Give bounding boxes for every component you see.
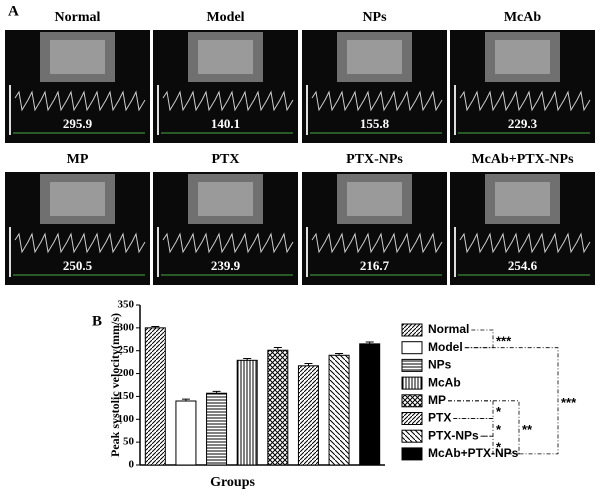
bar	[144, 327, 166, 466]
error-bar	[151, 325, 160, 328]
x-axis-label: Groups	[210, 475, 255, 490]
doppler-waveform	[14, 232, 146, 254]
scale-bar	[157, 85, 159, 135]
image-title: PTX	[212, 152, 240, 167]
legend-label: PTX-NPs	[428, 428, 479, 442]
legend-swatch	[401, 323, 423, 337]
y-tick-label: 350	[118, 299, 135, 311]
significance-bracket	[464, 329, 494, 349]
y-axis-label: Peak systolic velocity(mm/s)	[108, 313, 122, 457]
legend-swatch	[401, 429, 423, 443]
bar	[236, 359, 258, 466]
velocity-value: 229.3	[508, 116, 538, 131]
doppler-waveform	[459, 232, 591, 254]
y-tick-label: 100	[118, 413, 135, 425]
significance-bracket	[480, 435, 521, 455]
ultrasound-scan-inner	[198, 40, 253, 74]
doppler-waveform	[14, 90, 146, 112]
doppler-waveform	[162, 90, 294, 112]
bar	[175, 400, 197, 466]
legend-label: Normal	[428, 322, 469, 336]
scale-bar	[454, 227, 456, 277]
y-tick-label: 150	[118, 390, 135, 402]
y-tick-label: 0	[129, 459, 135, 471]
velocity-value: 140.1	[211, 116, 240, 131]
image-title: McAb	[504, 10, 542, 25]
significance-label: ***	[561, 395, 577, 410]
legend-swatch	[401, 394, 423, 408]
legend-label: McAb+PTX-NPs	[428, 446, 519, 460]
legend-swatch	[401, 412, 423, 425]
panel-label: B	[92, 313, 102, 329]
bar	[328, 354, 350, 466]
doppler-waveform	[311, 90, 443, 112]
ultrasound-scan-inner	[198, 182, 253, 216]
ultrasound-scan-inner	[495, 40, 550, 74]
error-bar	[212, 390, 221, 394]
significance-label: **	[522, 422, 533, 437]
legend-label: McAb	[428, 375, 461, 389]
panel-b: B 0 50 100 150 200 250 300 350 Peak systolic velo…	[92, 299, 577, 491]
image-title: NPs	[362, 10, 387, 25]
scale-bar	[157, 227, 159, 277]
error-bar	[304, 363, 313, 366]
bar	[359, 343, 381, 466]
bar	[297, 365, 319, 466]
legend-label: MP	[428, 393, 446, 407]
legend-swatch	[401, 358, 423, 372]
significance-bracket	[448, 400, 494, 419]
error-bar	[181, 398, 190, 401]
image-title: PTX-NPs	[346, 152, 403, 167]
legend-label: PTX	[428, 411, 451, 425]
scale-bar	[9, 85, 11, 135]
panel-label: A	[8, 3, 19, 19]
legend-swatch	[401, 447, 423, 461]
error-bar	[243, 357, 252, 361]
error-bar	[273, 347, 282, 351]
legend-label: Model	[428, 340, 463, 354]
velocity-value: 216.7	[360, 258, 390, 273]
bar	[267, 349, 289, 466]
panel-a: Normal 295.9 Model 140.1 NPs 155.8 McAb 229.3 MP…	[5, 10, 595, 285]
scale-bar	[9, 227, 11, 277]
ultrasound-scan-inner	[347, 182, 402, 216]
scale-bar	[306, 227, 308, 277]
legend-label: NPs	[428, 358, 452, 372]
doppler-waveform	[162, 232, 294, 254]
significance-label: *	[496, 422, 502, 437]
velocity-value: 239.9	[211, 258, 241, 273]
scale-bar	[306, 85, 308, 135]
ultrasound-scan-inner	[495, 182, 550, 216]
legend-swatch	[401, 376, 423, 390]
error-bar	[365, 341, 374, 344]
image-title: Normal	[55, 10, 101, 25]
doppler-waveform	[311, 232, 443, 254]
ultrasound-scan-inner	[50, 40, 105, 74]
ultrasound-scan-inner	[347, 40, 402, 74]
velocity-value: 254.6	[508, 258, 538, 273]
bar	[206, 392, 228, 466]
image-title: MP	[67, 152, 89, 167]
doppler-waveform	[459, 90, 591, 112]
significance-label: *	[496, 404, 502, 419]
legend-swatch	[401, 341, 423, 355]
y-tick-label: 50	[123, 436, 135, 448]
image-title: Model	[206, 10, 244, 25]
error-bar	[335, 352, 344, 356]
significance-bracket	[464, 347, 559, 455]
ultrasound-scan-inner	[50, 182, 105, 216]
significance-label: ***	[496, 333, 512, 348]
velocity-value: 250.5	[63, 258, 93, 273]
velocity-value: 295.9	[63, 116, 93, 131]
scale-bar	[454, 85, 456, 135]
y-tick-label: 200	[118, 367, 135, 379]
significance-label: *	[496, 439, 502, 454]
image-title: McAb+PTX-NPs	[471, 152, 574, 167]
y-tick-label: 250	[118, 344, 135, 356]
y-tick-label: 300	[118, 321, 135, 333]
velocity-value: 155.8	[360, 116, 390, 131]
